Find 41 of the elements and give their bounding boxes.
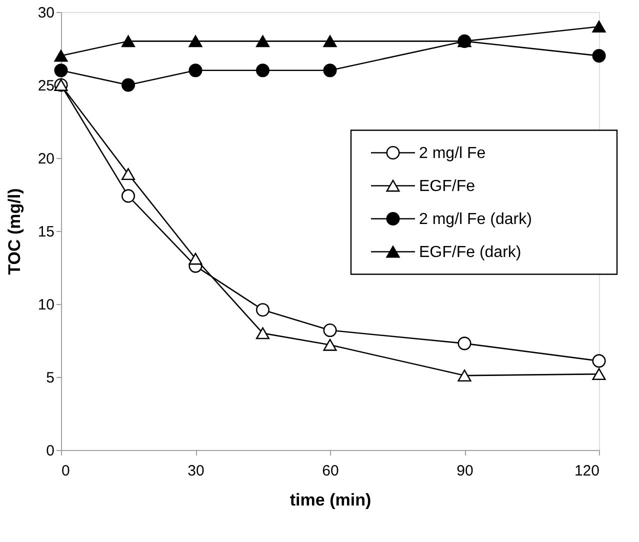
point	[121, 78, 136, 92]
point	[256, 35, 270, 48]
point	[592, 354, 606, 368]
point	[121, 35, 136, 48]
point	[323, 324, 337, 338]
x-tick-label: 30	[188, 462, 204, 480]
point	[323, 64, 337, 78]
y-tick-label: 5	[46, 370, 54, 386]
point	[323, 338, 337, 351]
point	[256, 327, 270, 340]
point	[54, 64, 68, 78]
point	[188, 252, 202, 265]
point	[188, 35, 202, 48]
x-tick-label: 120	[574, 462, 600, 480]
legend-label: 2 mg/l Fe (dark)	[419, 210, 532, 228]
point	[592, 20, 606, 33]
x-tick-label: 60	[322, 462, 339, 480]
y-axis-title: TOC (mg/l)	[4, 188, 24, 275]
legend-label: EGF/Fe	[419, 178, 476, 195]
point	[458, 370, 472, 382]
y-tick-label: 25	[38, 78, 54, 94]
point	[256, 64, 270, 78]
point	[188, 64, 202, 78]
point	[256, 303, 270, 317]
point	[592, 368, 606, 380]
y-tick-label: 0	[46, 442, 54, 460]
point	[323, 35, 337, 48]
y-tick-label: 10	[38, 296, 54, 314]
y-tick-label: 30	[38, 4, 54, 22]
x-tick-label: 90	[456, 462, 474, 480]
point	[54, 50, 68, 62]
x-tick-label: 0	[62, 462, 70, 480]
point	[121, 168, 136, 180]
point	[592, 49, 606, 63]
x-axis-title: time (min)	[290, 490, 372, 510]
point	[121, 189, 136, 203]
y-tick-label: 20	[38, 150, 54, 168]
legend-label: 2 mg/l Fe	[419, 144, 486, 162]
point	[458, 336, 472, 350]
y-tick-label: 15	[38, 224, 54, 240]
legend-label: EGF/Fe (dark)	[419, 244, 522, 261]
